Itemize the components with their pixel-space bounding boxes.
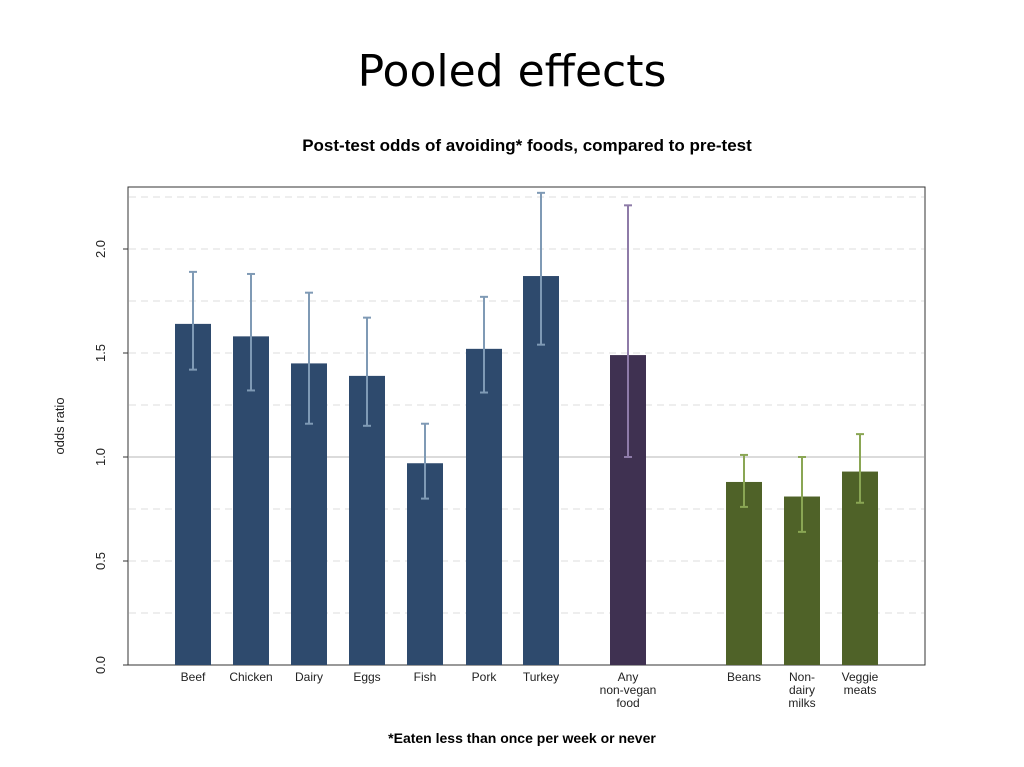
x-category-label: Pork <box>472 670 498 684</box>
chart-title: Post-test odds of avoiding* foods, compa… <box>302 136 752 155</box>
y-tick-label: 0.0 <box>93 656 108 674</box>
error-bar <box>740 453 748 508</box>
x-category-label: Turkey <box>523 670 559 684</box>
error-bar <box>537 191 545 346</box>
x-category-label: dairy <box>789 683 815 697</box>
x-category-label: Non- <box>789 670 815 684</box>
y-tick-label: 2.0 <box>93 240 108 258</box>
y-tick-label: 1.0 <box>93 448 108 466</box>
x-category-label: non-vegan <box>600 683 657 697</box>
y-axis-label: odds ratio <box>52 397 67 454</box>
y-axis-ticks: 0.0 0.5 1.0 1.5 2.0 <box>93 240 128 674</box>
error-bar <box>624 204 632 458</box>
bar-veggie-meats <box>842 471 878 665</box>
x-category-label: Beef <box>181 670 206 684</box>
bars <box>175 191 878 665</box>
x-category-label: food <box>616 696 639 710</box>
x-category-label: Beans <box>727 670 761 684</box>
error-bar <box>363 316 371 427</box>
x-category-label: Dairy <box>295 670 323 684</box>
error-bar <box>247 272 255 392</box>
slide-title: Pooled effects <box>357 46 667 97</box>
chart-footnote: *Eaten less than once per week or never <box>388 730 656 746</box>
x-category-label: milks <box>788 696 815 710</box>
x-category-label: Fish <box>414 670 437 684</box>
x-axis-labels: Beef Chicken Dairy Eggs Fish Pork Turkey Anynon… <box>181 670 879 710</box>
error-bar <box>305 291 313 425</box>
x-category-label: Chicken <box>229 670 272 684</box>
x-category-label: meats <box>844 683 877 697</box>
y-tick-label: 1.5 <box>93 344 108 362</box>
error-bar <box>189 270 197 371</box>
y-tick-label: 0.5 <box>93 552 108 570</box>
error-bar <box>798 456 806 533</box>
error-bar <box>480 295 488 394</box>
error-bar <box>856 433 864 504</box>
error-bar <box>421 422 429 500</box>
x-category-label: Veggie <box>842 670 879 684</box>
bar-beans <box>726 481 762 665</box>
bar-beef <box>175 323 211 665</box>
bar-pork <box>466 348 502 665</box>
x-category-label: Eggs <box>353 670 380 684</box>
x-category-label: Any <box>618 670 639 684</box>
